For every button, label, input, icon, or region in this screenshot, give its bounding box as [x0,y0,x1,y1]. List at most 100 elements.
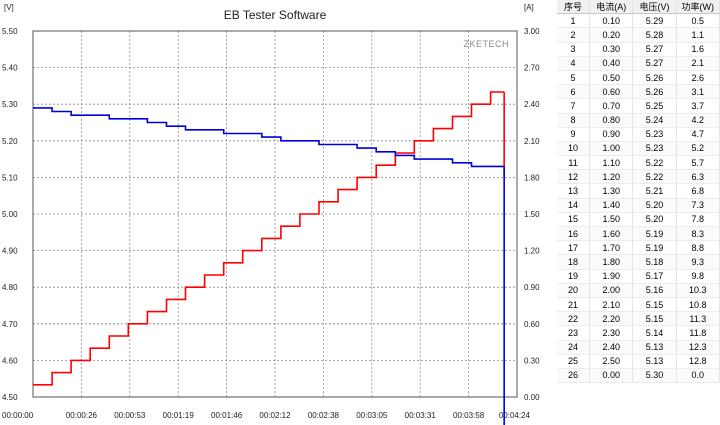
cell-voltage: 5.27 [632,42,677,57]
right-tick-label: 3.00 [524,27,540,36]
cell-voltage: 5.26 [632,70,677,86]
x-tick-label: 00:00:53 [114,411,146,420]
cell-power: 6.8 [676,183,720,199]
cell-power: 0.0 [676,368,720,384]
cell-current: 2.10 [589,297,634,313]
right-tick-label: 1.50 [524,210,540,219]
table-row[interactable]: 2 0.20 5.28 1.1 [557,27,720,43]
measurement-table[interactable]: 序号 电流(A) 电压(V) 功率(W) 1 0.10 5.29 0.5 2 0.20 5.… [557,0,720,384]
table-row[interactable]: 3 0.30 5.27 1.6 [557,42,720,57]
table-row[interactable]: 4 0.40 5.27 2.1 [557,56,720,71]
cell-current: 1.10 [589,155,634,171]
cell-power: 4.7 [676,127,720,142]
left-tick-label: 5.10 [2,173,18,182]
header-power[interactable]: 功率(W) [676,0,720,15]
cell-voltage: 5.24 [632,113,677,128]
cell-index: 2 [557,27,591,43]
table-row[interactable]: 8 0.80 5.24 4.2 [557,113,720,128]
current-series-line [33,91,505,386]
right-tick-label: 2.40 [524,100,540,109]
cell-voltage: 5.17 [632,269,677,284]
table-row[interactable]: 1 0.10 5.29 0.5 [557,13,720,29]
cell-voltage: 5.27 [632,56,677,71]
cell-voltage: 5.20 [632,198,677,213]
cell-voltage: 5.22 [632,169,677,185]
header-index[interactable]: 序号 [557,0,591,15]
right-tick-label: 1.20 [524,247,540,256]
cell-voltage: 5.21 [632,183,677,199]
table-row[interactable]: 9 0.90 5.23 4.7 [557,127,720,142]
cell-current: 0.60 [589,84,634,100]
cell-index: 12 [557,169,591,185]
table-row[interactable]: 19 1.90 5.17 9.8 [557,269,720,284]
x-tick-label: 00:03:31 [405,411,437,420]
right-tick-label: 2.10 [524,137,540,146]
cell-current: 0.70 [589,98,634,114]
left-tick-label: 4.80 [2,283,18,292]
table-row[interactable]: 15 1.50 5.20 7.8 [557,212,720,228]
left-tick-label: 4.50 [2,393,18,402]
x-tick-label: 00:04:24 [499,411,531,420]
brand-watermark: ZKETECH [463,39,509,49]
left-tick-label: 5.40 [2,64,18,73]
table-row[interactable]: 18 1.80 5.18 9.3 [557,254,720,270]
cell-power: 9.8 [676,269,720,284]
left-tick-label: 5.50 [2,27,18,36]
cell-voltage: 5.28 [632,27,677,43]
table-row[interactable]: 11 1.10 5.22 5.7 [557,155,720,171]
header-current[interactable]: 电流(A) [589,0,634,15]
cell-voltage: 5.29 [632,13,677,29]
table-row[interactable]: 21 2.10 5.15 10.8 [557,297,720,313]
voltage-current-chart[interactable]: EB Tester Software [V] [A] ZKETECH 4.50 4.60 4… [0,0,554,425]
cell-voltage: 5.20 [632,212,677,228]
table-row[interactable]: 7 0.70 5.25 3.7 [557,98,720,114]
cell-current: 1.20 [589,169,634,185]
table-row[interactable]: 10 1.00 5.23 5.2 [557,141,720,157]
cell-power: 12.3 [676,340,720,355]
table-row[interactable]: 24 2.40 5.13 12.3 [557,340,720,355]
cell-voltage: 5.18 [632,254,677,270]
cell-power: 2.1 [676,56,720,71]
cell-voltage: 5.25 [632,98,677,114]
table-row[interactable]: 12 1.20 5.22 6.3 [557,169,720,185]
cell-current: 1.80 [589,254,634,270]
table-row[interactable]: 16 1.60 5.19 8.3 [557,226,720,242]
table-row[interactable]: 17 1.70 5.19 8.8 [557,240,720,256]
cell-power: 3.7 [676,98,720,114]
chart-panel[interactable]: EB Tester Software [V] [A] ZKETECH 4.50 4.60 4… [0,0,554,425]
x-tick-label: 00:00:26 [66,411,98,420]
cell-voltage: 5.15 [632,311,677,327]
cell-voltage: 5.30 [632,368,677,384]
plot-border [32,30,518,398]
cell-current: 0.30 [589,42,634,57]
cell-power: 12.8 [676,354,720,369]
cell-index: 24 [557,340,591,355]
cell-current: 1.30 [589,183,634,199]
cell-voltage: 5.22 [632,155,677,171]
cell-power: 3.1 [676,84,720,100]
cell-voltage: 5.13 [632,340,677,355]
cell-current: 1.90 [589,269,634,284]
right-tick-label: 1.80 [524,173,540,182]
table-row[interactable]: 25 2.50 5.13 12.8 [557,354,720,369]
cell-voltage: 5.13 [632,354,677,369]
cell-index: 19 [557,269,591,284]
cell-index: 13 [557,183,591,199]
table-header-row: 序号 电流(A) 电压(V) 功率(W) [557,0,720,15]
cell-index: 15 [557,212,591,228]
cell-current: 2.20 [589,311,634,327]
left-tick-label: 5.20 [2,137,18,146]
cell-power: 2.6 [676,70,720,86]
table-row[interactable]: 22 2.20 5.15 11.3 [557,311,720,327]
table-row[interactable]: 20 2.00 5.16 10.3 [557,283,720,298]
table-row[interactable]: 23 2.30 5.14 11.8 [557,325,720,341]
header-voltage[interactable]: 电压(V) [632,0,677,15]
table-row[interactable]: 14 1.40 5.20 7.3 [557,198,720,213]
cell-voltage: 5.15 [632,297,677,313]
table-row[interactable]: 26 0.00 5.30 0.0 [557,368,720,384]
table-row[interactable]: 13 1.30 5.21 6.8 [557,183,720,199]
table-row[interactable]: 6 0.60 5.26 3.1 [557,84,720,100]
cell-index: 5 [557,70,591,86]
cell-index: 11 [557,155,591,171]
table-row[interactable]: 5 0.50 5.26 2.6 [557,70,720,86]
